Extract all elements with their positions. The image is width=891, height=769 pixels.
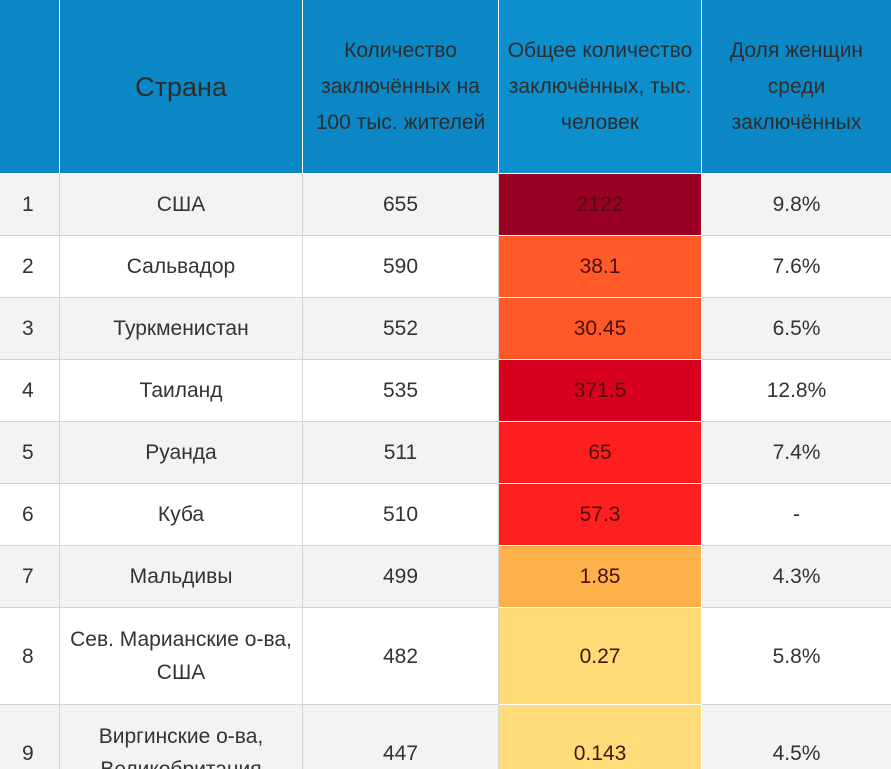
rank-cell: 5 (0, 421, 60, 484)
women-share-cell: 6.5% (701, 297, 891, 360)
table-row: 1 США 655 2122 9.8% (0, 173, 891, 236)
table-row: 8 Сев. Марианские о-ва, США 482 0.27 5.8% (0, 607, 891, 705)
table-header-row: Страна Количество заключённых на 100 тыс… (0, 0, 891, 174)
header-country[interactable]: Страна (59, 0, 303, 174)
country-cell: Сальвадор (59, 235, 303, 298)
header-rate-per-100k[interactable]: Количество заключённых на 100 тыс. жител… (302, 0, 499, 174)
total-heat-cell: 65 (498, 421, 702, 484)
women-share-cell: 7.4% (701, 421, 891, 484)
country-cell: Туркменистан (59, 297, 303, 360)
total-heat-cell: 0.27 (498, 607, 702, 705)
women-share-cell: - (701, 483, 891, 546)
rank-cell: 2 (0, 235, 60, 298)
table-row: 5 Руанда 511 65 7.4% (0, 421, 891, 484)
table-row: 4 Таиланд 535 371.5 12.8% (0, 359, 891, 422)
rate-cell: 482 (302, 607, 499, 705)
header-rank (0, 0, 60, 174)
women-share-cell: 7.6% (701, 235, 891, 298)
women-share-cell: 9.8% (701, 173, 891, 236)
rank-cell: 1 (0, 173, 60, 236)
total-heat-cell: 0.143 (498, 704, 702, 769)
rate-cell: 499 (302, 545, 499, 608)
header-total-prisoners[interactable]: Общее количество заключённых, тыс. челов… (498, 0, 702, 174)
country-cell: Виргинские о-ва, Великобритания (59, 704, 303, 769)
rank-cell: 7 (0, 545, 60, 608)
total-heat-cell: 1.85 (498, 545, 702, 608)
rank-cell: 8 (0, 607, 60, 705)
women-share-cell: 12.8% (701, 359, 891, 422)
rate-cell: 655 (302, 173, 499, 236)
rate-cell: 447 (302, 704, 499, 769)
header-women-share[interactable]: Доля женщин среди заключённых (701, 0, 891, 174)
women-share-cell: 4.3% (701, 545, 891, 608)
rank-cell: 9 (0, 704, 60, 769)
women-share-cell: 5.8% (701, 607, 891, 705)
rank-cell: 6 (0, 483, 60, 546)
country-cell: США (59, 173, 303, 236)
rate-cell: 535 (302, 359, 499, 422)
table-row: 7 Мальдивы 499 1.85 4.3% (0, 545, 891, 608)
rate-cell: 510 (302, 483, 499, 546)
rank-cell: 4 (0, 359, 60, 422)
table-row: 6 Куба 510 57.3- (0, 483, 891, 546)
table-body: 1 США 655 2122 9.8% 2 Сальвадор 590 38.1 7.6% 3 Тур… (0, 173, 891, 769)
country-cell: Сев. Марианские о-ва, США (59, 607, 303, 705)
women-share-cell: 4.5% (701, 704, 891, 769)
table-row: 3 Туркменистан 552 30.45 6.5% (0, 297, 891, 360)
country-cell: Руанда (59, 421, 303, 484)
total-heat-cell: 2122 (498, 173, 702, 236)
total-heat-cell: 57.3 (498, 483, 702, 546)
rank-cell: 3 (0, 297, 60, 360)
rate-cell: 511 (302, 421, 499, 484)
country-cell: Мальдивы (59, 545, 303, 608)
country-cell: Куба (59, 483, 303, 546)
total-heat-cell: 38.1 (498, 235, 702, 298)
table-row: 2 Сальвадор 590 38.1 7.6% (0, 235, 891, 298)
country-cell: Таиланд (59, 359, 303, 422)
rate-cell: 552 (302, 297, 499, 360)
rate-cell: 590 (302, 235, 499, 298)
total-heat-cell: 30.45 (498, 297, 702, 360)
total-heat-cell: 371.5 (498, 359, 702, 422)
